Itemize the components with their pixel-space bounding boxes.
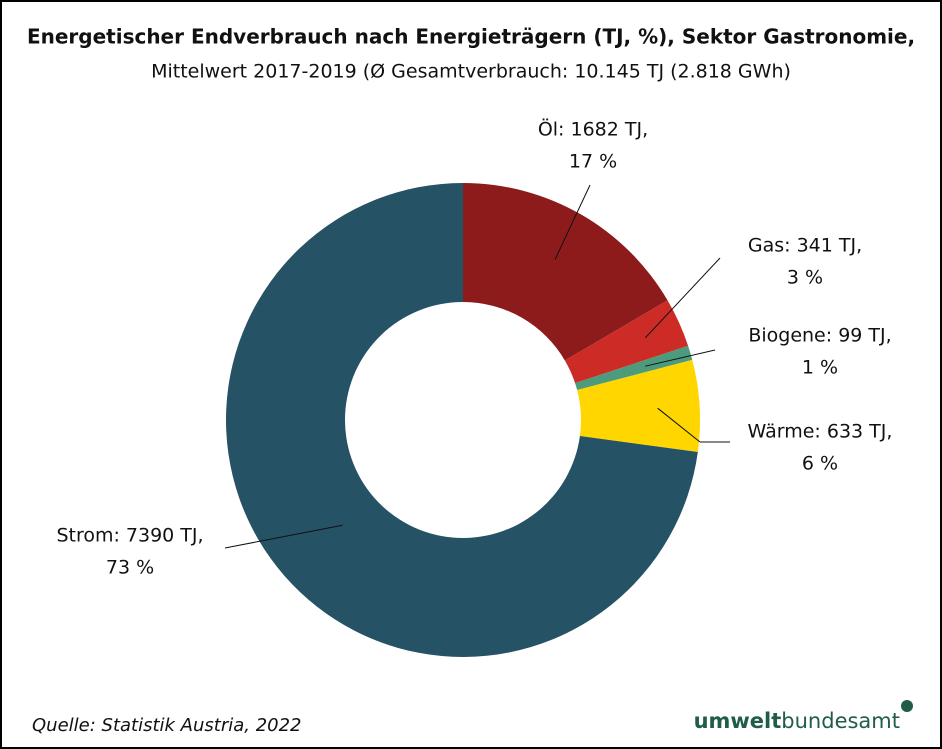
data-label: Biogene: 99 TJ,: [748, 325, 891, 347]
data-label: Strom: 7390 TJ,: [56, 525, 203, 547]
data-label: 6 %: [802, 453, 838, 475]
data-label: Gas: 341 TJ,: [748, 235, 862, 257]
data-label: 1 %: [802, 357, 838, 379]
logo-part: umwelt: [694, 709, 782, 733]
chart-subtitle: Mittelwert 2017-2019 (Ø Gesamtverbrauch:…: [151, 61, 791, 83]
data-label: Öl: 1682 TJ,: [538, 118, 648, 141]
data-label: 3 %: [787, 267, 823, 289]
donut-slice: [575, 345, 693, 391]
leader-line: [554, 184, 591, 260]
logo-part: bundesamt: [781, 709, 900, 733]
logo: umweltbundesamt: [694, 709, 900, 733]
leader-line: [657, 407, 701, 443]
donut-slice: [564, 300, 689, 384]
leader-line: [645, 349, 716, 367]
leader-line: [224, 524, 343, 549]
data-label: Wärme: 633 TJ,: [748, 421, 893, 443]
donut-slice: [225, 183, 698, 658]
donut-slice: [577, 359, 700, 453]
donut-slice: [463, 183, 668, 361]
logo-dot: [901, 700, 913, 712]
source: Quelle: Statistik Austria, 2022: [32, 715, 302, 736]
data-label: 17 %: [569, 151, 617, 173]
data-label: 73 %: [106, 557, 154, 579]
chart-title: Energetischer Endverbrauch nach Energiet…: [27, 25, 915, 49]
leader-line: [644, 257, 721, 339]
